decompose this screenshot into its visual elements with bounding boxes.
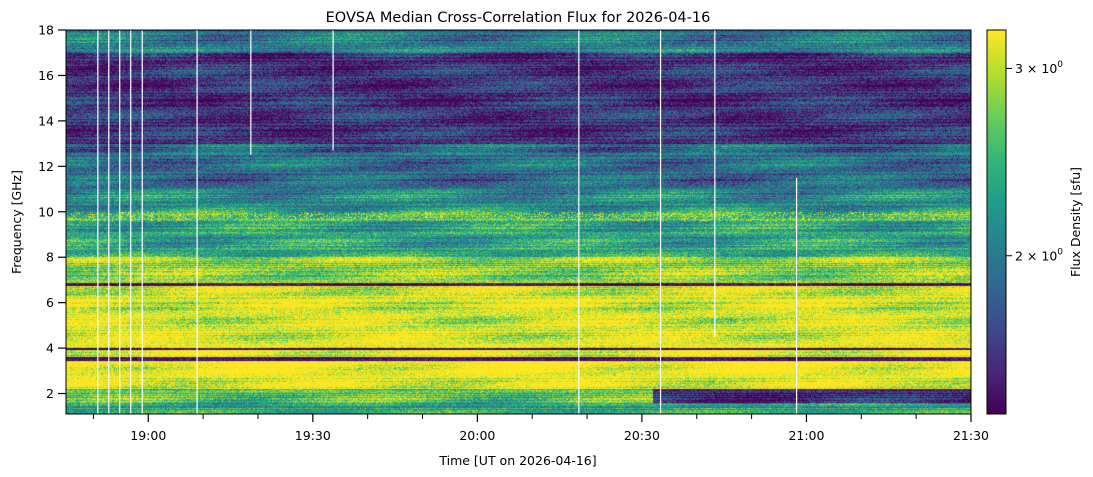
colorbar-frame <box>986 29 1007 415</box>
x-axis-label: Time [UT on 2026-04-16] <box>438 453 596 468</box>
y-tick-label: 8 <box>46 250 54 265</box>
y-tick-label: 14 <box>38 113 54 128</box>
y-tick-label: 10 <box>38 204 54 219</box>
x-tick-label: 20:30 <box>624 428 660 443</box>
y-tick-label: 4 <box>46 341 54 356</box>
colorbar-tick-label: 3 × 100 <box>1015 60 1063 76</box>
y-axis-label: Frequency [GHz] <box>9 170 24 274</box>
colorbar <box>987 30 1006 414</box>
x-tick-label: 20:00 <box>459 428 495 443</box>
y-tick-label: 6 <box>46 295 54 310</box>
y-tick-label: 2 <box>46 386 54 401</box>
colorbar-tick-exponent: 0 <box>1057 60 1063 70</box>
spectrogram-heatmap <box>66 30 971 414</box>
colorbar-label: Flux Density [sfu] <box>1068 167 1083 277</box>
x-tick-label: 21:00 <box>788 428 824 443</box>
y-tick-label: 16 <box>38 68 54 83</box>
plot-frame <box>65 29 972 415</box>
y-tick-label: 12 <box>38 159 54 174</box>
x-tick-label: 21:30 <box>953 428 989 443</box>
y-tick-label: 18 <box>38 23 54 38</box>
chart-title: EOVSA Median Cross-Correlation Flux for … <box>326 10 711 26</box>
colorbar-tick-label: 2 × 100 <box>1015 247 1063 263</box>
x-tick-label: 19:30 <box>295 428 331 443</box>
colorbar-tick-exponent: 0 <box>1057 247 1063 257</box>
x-tick-label: 19:00 <box>130 428 166 443</box>
